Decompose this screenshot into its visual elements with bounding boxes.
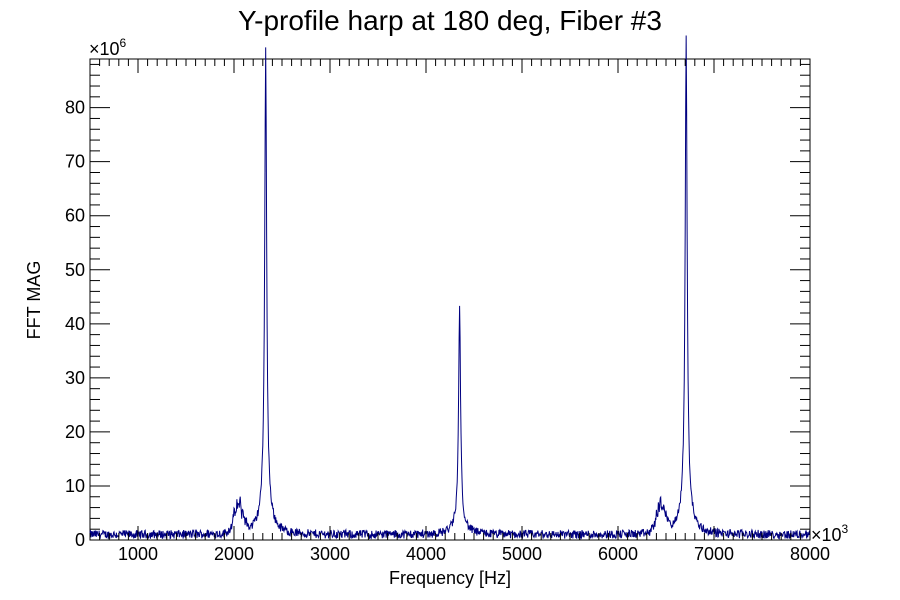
- y-axis-title: FFT MAG: [24, 261, 44, 340]
- y-multiplier-exponent: 6: [120, 36, 127, 50]
- x-tick-label: 5000: [502, 544, 542, 564]
- y-tick-label: 70: [65, 152, 85, 172]
- x-tick-label: 2000: [214, 544, 254, 564]
- y-multiplier-label: ×106: [89, 36, 127, 59]
- y-tick-label: 30: [65, 368, 85, 388]
- ticks-layer: [89, 59, 811, 541]
- x-tick-label: 8000: [790, 544, 830, 564]
- x-multiplier-base: ×10: [811, 525, 842, 545]
- y-tick-label: 20: [65, 422, 85, 442]
- x-multiplier-label: ×103: [811, 522, 849, 545]
- x-tick-label: 7000: [694, 544, 734, 564]
- x-tick-label: 6000: [598, 544, 638, 564]
- y-tick-label: 80: [65, 98, 85, 118]
- x-tick-label: 3000: [310, 544, 350, 564]
- x-tick-label: 4000: [406, 544, 446, 564]
- y-tick-label: 10: [65, 476, 85, 496]
- chart-title: Y-profile harp at 180 deg, Fiber #3: [238, 5, 662, 36]
- plot-border: [89, 58, 811, 541]
- tick-labels-layer: 1000 2000 3000 4000 5000 6000 7000 8000 0 10 20 30 4…: [65, 98, 830, 564]
- y-tick-label: 40: [65, 314, 85, 334]
- y-multiplier-base: ×10: [89, 39, 120, 59]
- y-tick-label: 0: [75, 530, 85, 550]
- x-multiplier-exponent: 3: [842, 522, 849, 536]
- y-tick-label: 50: [65, 260, 85, 280]
- plot-frame: [89, 58, 811, 541]
- spectrum-line: [89, 35, 811, 541]
- x-axis-title: Frequency [Hz]: [389, 568, 511, 588]
- series-layer: [89, 35, 811, 541]
- y-tick-label: 60: [65, 206, 85, 226]
- x-tick-label: 1000: [118, 544, 158, 564]
